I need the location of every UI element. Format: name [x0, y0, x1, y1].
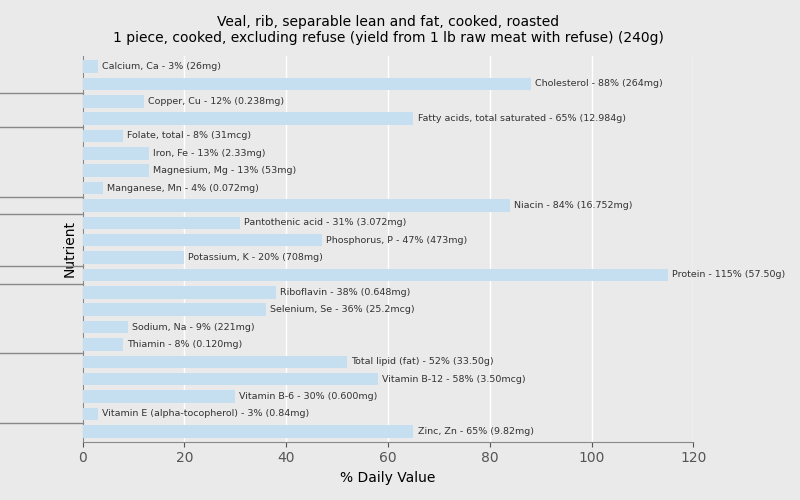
Text: Sodium, Na - 9% (221mg): Sodium, Na - 9% (221mg) — [133, 322, 255, 332]
Bar — [82, 321, 128, 334]
Bar — [82, 182, 103, 194]
Text: Iron, Fe - 13% (2.33mg): Iron, Fe - 13% (2.33mg) — [153, 149, 266, 158]
Text: Niacin - 84% (16.752mg): Niacin - 84% (16.752mg) — [514, 201, 633, 210]
Text: Pantothenic acid - 31% (3.072mg): Pantothenic acid - 31% (3.072mg) — [245, 218, 407, 228]
Text: Cholesterol - 88% (264mg): Cholesterol - 88% (264mg) — [534, 80, 662, 88]
Title: Veal, rib, separable lean and fat, cooked, roasted
1 piece, cooked, excluding re: Veal, rib, separable lean and fat, cooke… — [113, 15, 663, 45]
Bar — [82, 268, 668, 281]
Text: Manganese, Mn - 4% (0.072mg): Manganese, Mn - 4% (0.072mg) — [107, 184, 259, 192]
Text: Vitamin B-6 - 30% (0.600mg): Vitamin B-6 - 30% (0.600mg) — [239, 392, 378, 401]
Bar — [82, 252, 184, 264]
Bar — [82, 112, 414, 125]
Bar — [82, 234, 322, 246]
Text: Selenium, Se - 36% (25.2mcg): Selenium, Se - 36% (25.2mcg) — [270, 305, 414, 314]
Text: Protein - 115% (57.50g): Protein - 115% (57.50g) — [672, 270, 786, 280]
Bar — [82, 356, 347, 368]
Bar — [82, 286, 276, 298]
Text: Vitamin E (alpha-tocopherol) - 3% (0.84mg): Vitamin E (alpha-tocopherol) - 3% (0.84m… — [102, 410, 309, 418]
Text: Folate, total - 8% (31mcg): Folate, total - 8% (31mcg) — [127, 132, 251, 140]
Bar — [82, 425, 414, 438]
Y-axis label: Nutrient: Nutrient — [63, 220, 77, 278]
Text: Riboflavin - 38% (0.648mg): Riboflavin - 38% (0.648mg) — [280, 288, 410, 297]
Bar — [82, 199, 510, 211]
Bar — [82, 78, 530, 90]
Text: Potassium, K - 20% (708mg): Potassium, K - 20% (708mg) — [189, 253, 323, 262]
Text: Phosphorus, P - 47% (473mg): Phosphorus, P - 47% (473mg) — [326, 236, 467, 244]
Text: Total lipid (fat) - 52% (33.50g): Total lipid (fat) - 52% (33.50g) — [351, 358, 494, 366]
Bar — [82, 304, 266, 316]
Bar — [82, 408, 98, 420]
Text: Copper, Cu - 12% (0.238mg): Copper, Cu - 12% (0.238mg) — [148, 97, 284, 106]
Bar — [82, 147, 149, 160]
Bar — [82, 95, 144, 108]
Text: Zinc, Zn - 65% (9.82mg): Zinc, Zn - 65% (9.82mg) — [418, 427, 534, 436]
Bar — [82, 373, 378, 386]
Text: Fatty acids, total saturated - 65% (12.984g): Fatty acids, total saturated - 65% (12.9… — [418, 114, 626, 123]
Bar — [82, 164, 149, 177]
Bar — [82, 216, 240, 229]
Bar — [82, 338, 123, 350]
X-axis label: % Daily Value: % Daily Value — [340, 471, 436, 485]
Bar — [82, 130, 123, 142]
Bar — [82, 60, 98, 73]
Text: Magnesium, Mg - 13% (53mg): Magnesium, Mg - 13% (53mg) — [153, 166, 296, 175]
Text: Thiamin - 8% (0.120mg): Thiamin - 8% (0.120mg) — [127, 340, 242, 349]
Text: Calcium, Ca - 3% (26mg): Calcium, Ca - 3% (26mg) — [102, 62, 221, 71]
Bar — [82, 390, 235, 403]
Text: Vitamin B-12 - 58% (3.50mcg): Vitamin B-12 - 58% (3.50mcg) — [382, 374, 526, 384]
